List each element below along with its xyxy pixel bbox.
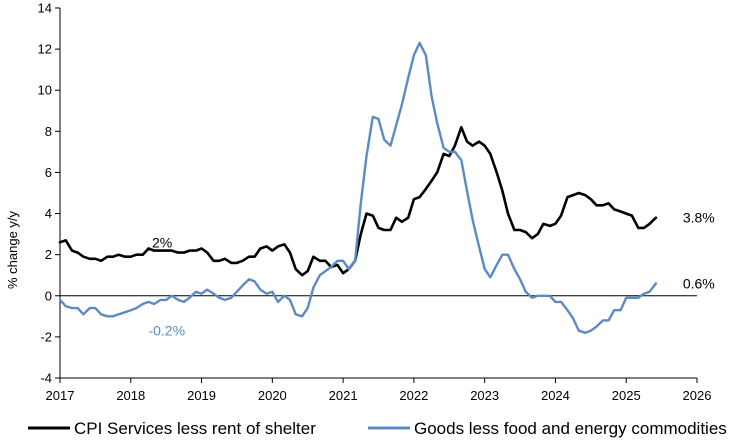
series-line-1 (58, 125, 658, 277)
x-tick-label: 2026 (683, 388, 712, 403)
y-tick-label: 12 (38, 42, 52, 57)
x-tick-label: 2022 (399, 388, 428, 403)
x-axis-ticks: 2017 2018 2019 2020 2021 2022 2023 2024 2025 2026 (46, 377, 712, 403)
y-axis-label: % change y/y (5, 210, 20, 289)
x-tick-label: 2023 (470, 388, 499, 403)
legend-label-1: CPI Services less rent of shelter (74, 419, 316, 438)
y-tick-label: 10 (38, 83, 52, 98)
y-axis-ticks: -4 -2 0 2 4 6 8 10 12 14 (38, 1, 60, 386)
x-tick-label: 2021 (329, 388, 358, 403)
y-tick-label: 0 (45, 288, 52, 303)
data-label: 3.8% (683, 210, 715, 226)
legend: CPI Services less rent of shelter Goods l… (28, 419, 727, 438)
x-tick-label: 2020 (258, 388, 287, 403)
y-tick-label: 6 (45, 165, 52, 180)
series-line-2 (58, 41, 658, 334)
x-tick-label: 2024 (541, 388, 570, 403)
y-tick-label: 2 (45, 247, 52, 262)
y-tick-label: 4 (45, 206, 52, 221)
x-tick-label: 2017 (46, 388, 75, 403)
x-tick-label: 2018 (116, 388, 145, 403)
data-label: 0.6% (683, 275, 715, 291)
series-layer (58, 41, 658, 334)
y-tick-label: 14 (38, 1, 52, 16)
data-label: -0.2% (148, 323, 185, 339)
x-tick-label: 2025 (612, 388, 641, 403)
y-tick-label: -2 (40, 329, 52, 344)
data-label: 2% (152, 234, 172, 250)
annotations: 2% -0.2% 3.8% 0.6% (148, 210, 714, 339)
legend-label-2: Goods less food and energy commodities (414, 419, 727, 438)
x-tick-label: 2019 (187, 388, 216, 403)
y-tick-label: 8 (45, 124, 52, 139)
y-tick-label: -4 (40, 371, 52, 386)
